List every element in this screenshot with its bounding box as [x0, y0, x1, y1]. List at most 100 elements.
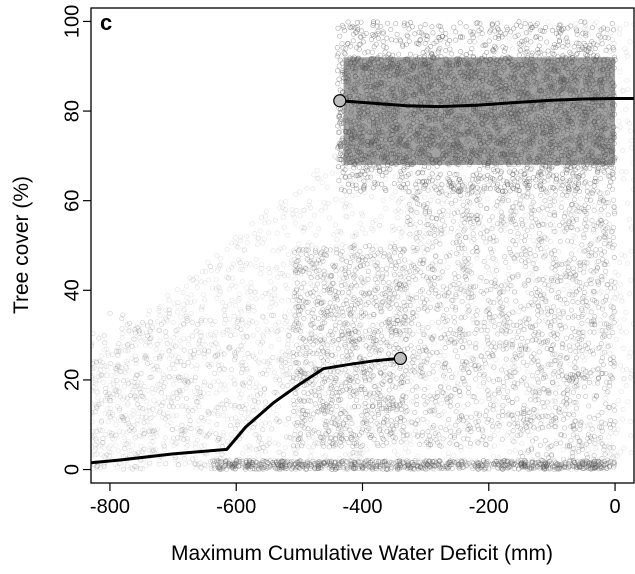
scatter-point — [232, 323, 238, 329]
scatter-point — [277, 381, 283, 387]
scatter-point — [498, 223, 504, 229]
scatter-point — [438, 232, 444, 238]
scatter-point — [430, 434, 436, 440]
scatter-point — [178, 314, 184, 320]
scatter-point — [471, 39, 477, 45]
scatter-point — [281, 361, 287, 367]
scatter-point — [557, 465, 563, 471]
scatter-point — [339, 366, 345, 372]
scatter-point — [198, 443, 204, 449]
scatter-point — [507, 449, 513, 455]
scatter-point — [592, 290, 598, 296]
scatter-point — [573, 21, 579, 27]
scatter-point — [349, 192, 355, 198]
scatter-point — [357, 325, 363, 331]
scatter-point — [240, 339, 246, 345]
scatter-point — [557, 182, 563, 188]
scatter-point — [516, 309, 522, 315]
scatter-point — [317, 408, 323, 414]
scatter-point — [592, 203, 598, 209]
scatter-point — [205, 411, 211, 417]
scatter-point — [526, 30, 532, 36]
scatter-point — [359, 210, 365, 216]
scatter-point — [319, 180, 325, 186]
scatter-point — [223, 316, 229, 322]
scatter-point — [395, 215, 401, 221]
scatter-point — [469, 46, 475, 52]
scatter-point — [472, 39, 478, 45]
scatter-point — [393, 208, 399, 214]
scatter-point — [237, 395, 243, 401]
scatter-point — [470, 172, 476, 178]
scatter-point — [410, 248, 416, 254]
scatter-point — [153, 430, 159, 436]
scatter-point — [359, 383, 365, 389]
scatter-point — [430, 215, 436, 221]
scatter-point — [224, 401, 230, 407]
scatter-point — [428, 460, 434, 466]
scatter-point — [120, 396, 126, 402]
scatter-point — [166, 395, 172, 401]
scatter-point — [449, 51, 455, 57]
scatter-point — [325, 403, 331, 409]
scatter-point — [392, 174, 398, 180]
scatter-point — [231, 404, 237, 410]
scatter-point — [234, 349, 240, 355]
scatter-point — [164, 316, 170, 322]
scatter-point — [621, 316, 627, 322]
scatter-point — [313, 252, 319, 258]
scatter-point — [138, 370, 144, 376]
scatter-point — [606, 434, 612, 440]
scatter-point — [549, 48, 555, 54]
scatter-point — [570, 216, 576, 222]
scatter-point — [93, 366, 99, 372]
scatter-point — [270, 406, 276, 412]
scatter-point — [198, 330, 204, 336]
scatter-point — [273, 411, 279, 417]
scatter-point — [447, 46, 453, 52]
scatter-point — [405, 371, 411, 377]
scatter-point — [393, 280, 399, 286]
scatter-point — [93, 446, 99, 452]
scatter-point — [267, 420, 273, 426]
scatter-point — [404, 291, 410, 297]
scatter-point — [275, 274, 281, 280]
scatter-point — [235, 457, 241, 463]
scatter-point — [116, 364, 122, 370]
scatter-point — [543, 318, 549, 324]
scatter-point — [237, 238, 243, 244]
scatter-point — [405, 375, 411, 381]
scatter-point — [198, 429, 204, 435]
scatter-point — [302, 342, 308, 348]
scatter-point — [237, 307, 243, 313]
scatter-point — [495, 20, 501, 26]
scatter-point — [551, 381, 557, 387]
scatter-point — [336, 442, 342, 448]
scatter-point — [254, 380, 260, 386]
scatter-point — [183, 373, 189, 379]
scatter-point — [122, 412, 128, 418]
scatter-point — [166, 297, 172, 303]
scatter-point — [183, 444, 189, 450]
scatter-point — [356, 46, 362, 52]
scatter-point — [303, 345, 309, 351]
scatter-point — [181, 336, 187, 342]
scatter-point — [627, 39, 633, 45]
scatter-point — [368, 174, 374, 180]
scatter-point — [355, 174, 361, 180]
scatter-point — [177, 387, 183, 393]
scatter-point — [258, 421, 264, 427]
scatter-point — [104, 372, 110, 378]
scatter-point — [229, 240, 235, 246]
scatter-point — [307, 205, 313, 211]
scatter-point — [160, 320, 166, 326]
scatter-point — [289, 337, 295, 343]
scatter-point — [443, 30, 449, 36]
scatter-point — [292, 220, 298, 226]
scatter-point — [518, 179, 524, 185]
scatter-point — [624, 53, 630, 59]
scatter-point — [246, 305, 252, 311]
scatter-point — [125, 400, 131, 406]
scatter-point — [99, 400, 105, 406]
scatter-point — [248, 445, 254, 451]
